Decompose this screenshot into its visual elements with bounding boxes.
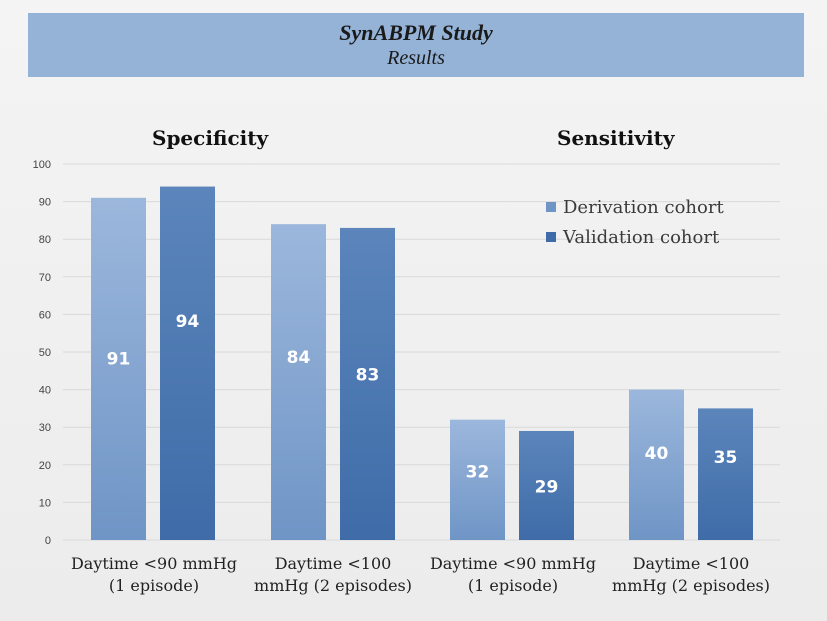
legend-label-derivation: Derivation cohort <box>563 196 724 218</box>
header-banner: SynABPM Study Results <box>28 13 804 77</box>
legend-item-derivation: Derivation cohort <box>546 192 724 222</box>
data-label-validation-2: 83 <box>356 366 380 386</box>
y-tick-label-0: 0 <box>45 535 51 547</box>
data-label-validation-4: 35 <box>714 448 738 468</box>
y-tick-label-40: 40 <box>39 385 51 397</box>
y-tick-label-20: 20 <box>39 460 51 472</box>
data-label-validation-1: 94 <box>176 312 200 332</box>
y-tick-label-70: 70 <box>39 272 51 284</box>
legend: Derivation cohort Validation cohort <box>546 192 724 252</box>
category-label-4: Daytime <100 mmHg (2 episodes) <box>612 554 770 595</box>
bar-derivation-1 <box>91 197 146 540</box>
bar-derivation-3 <box>450 419 505 540</box>
bar-validation-2 <box>340 227 395 541</box>
category-label-2: Daytime <100 mmHg (2 episodes) <box>254 554 412 595</box>
data-label-derivation-3: 32 <box>466 462 490 482</box>
category-label-1: Daytime <90 mmHg (1 episode) <box>70 554 238 595</box>
bar-validation-1 <box>160 186 215 540</box>
sensitivity-title: Sensitivity <box>557 126 675 150</box>
y-tick-label-50: 50 <box>39 347 51 359</box>
y-tick-label-10: 10 <box>39 497 51 509</box>
bar-validation-3 <box>519 430 574 540</box>
specificity-title: Specificity <box>152 126 269 150</box>
slide-title: SynABPM Study <box>339 20 493 45</box>
bar-validation-4 <box>698 408 753 540</box>
bar-derivation-2 <box>271 224 326 540</box>
data-label-derivation-1: 91 <box>107 350 131 370</box>
data-label-derivation-4: 40 <box>645 444 669 464</box>
y-tick-label-90: 90 <box>39 197 51 209</box>
y-tick-label-30: 30 <box>39 422 51 434</box>
y-tick-label-100: 100 <box>33 159 51 171</box>
legend-swatch-derivation <box>546 202 556 212</box>
y-tick-label-80: 80 <box>39 234 51 246</box>
legend-label-validation: Validation cohort <box>563 226 720 248</box>
data-label-derivation-2: 84 <box>287 348 311 368</box>
y-tick-label-60: 60 <box>39 309 51 321</box>
data-label-validation-3: 29 <box>535 478 559 498</box>
legend-item-validation: Validation cohort <box>546 222 724 252</box>
slide-subtitle: Results <box>387 47 445 69</box>
bar-derivation-4 <box>629 389 684 540</box>
category-label-3: Daytime <90 mmHg (1 episode) <box>429 554 597 595</box>
legend-swatch-validation <box>546 232 556 242</box>
